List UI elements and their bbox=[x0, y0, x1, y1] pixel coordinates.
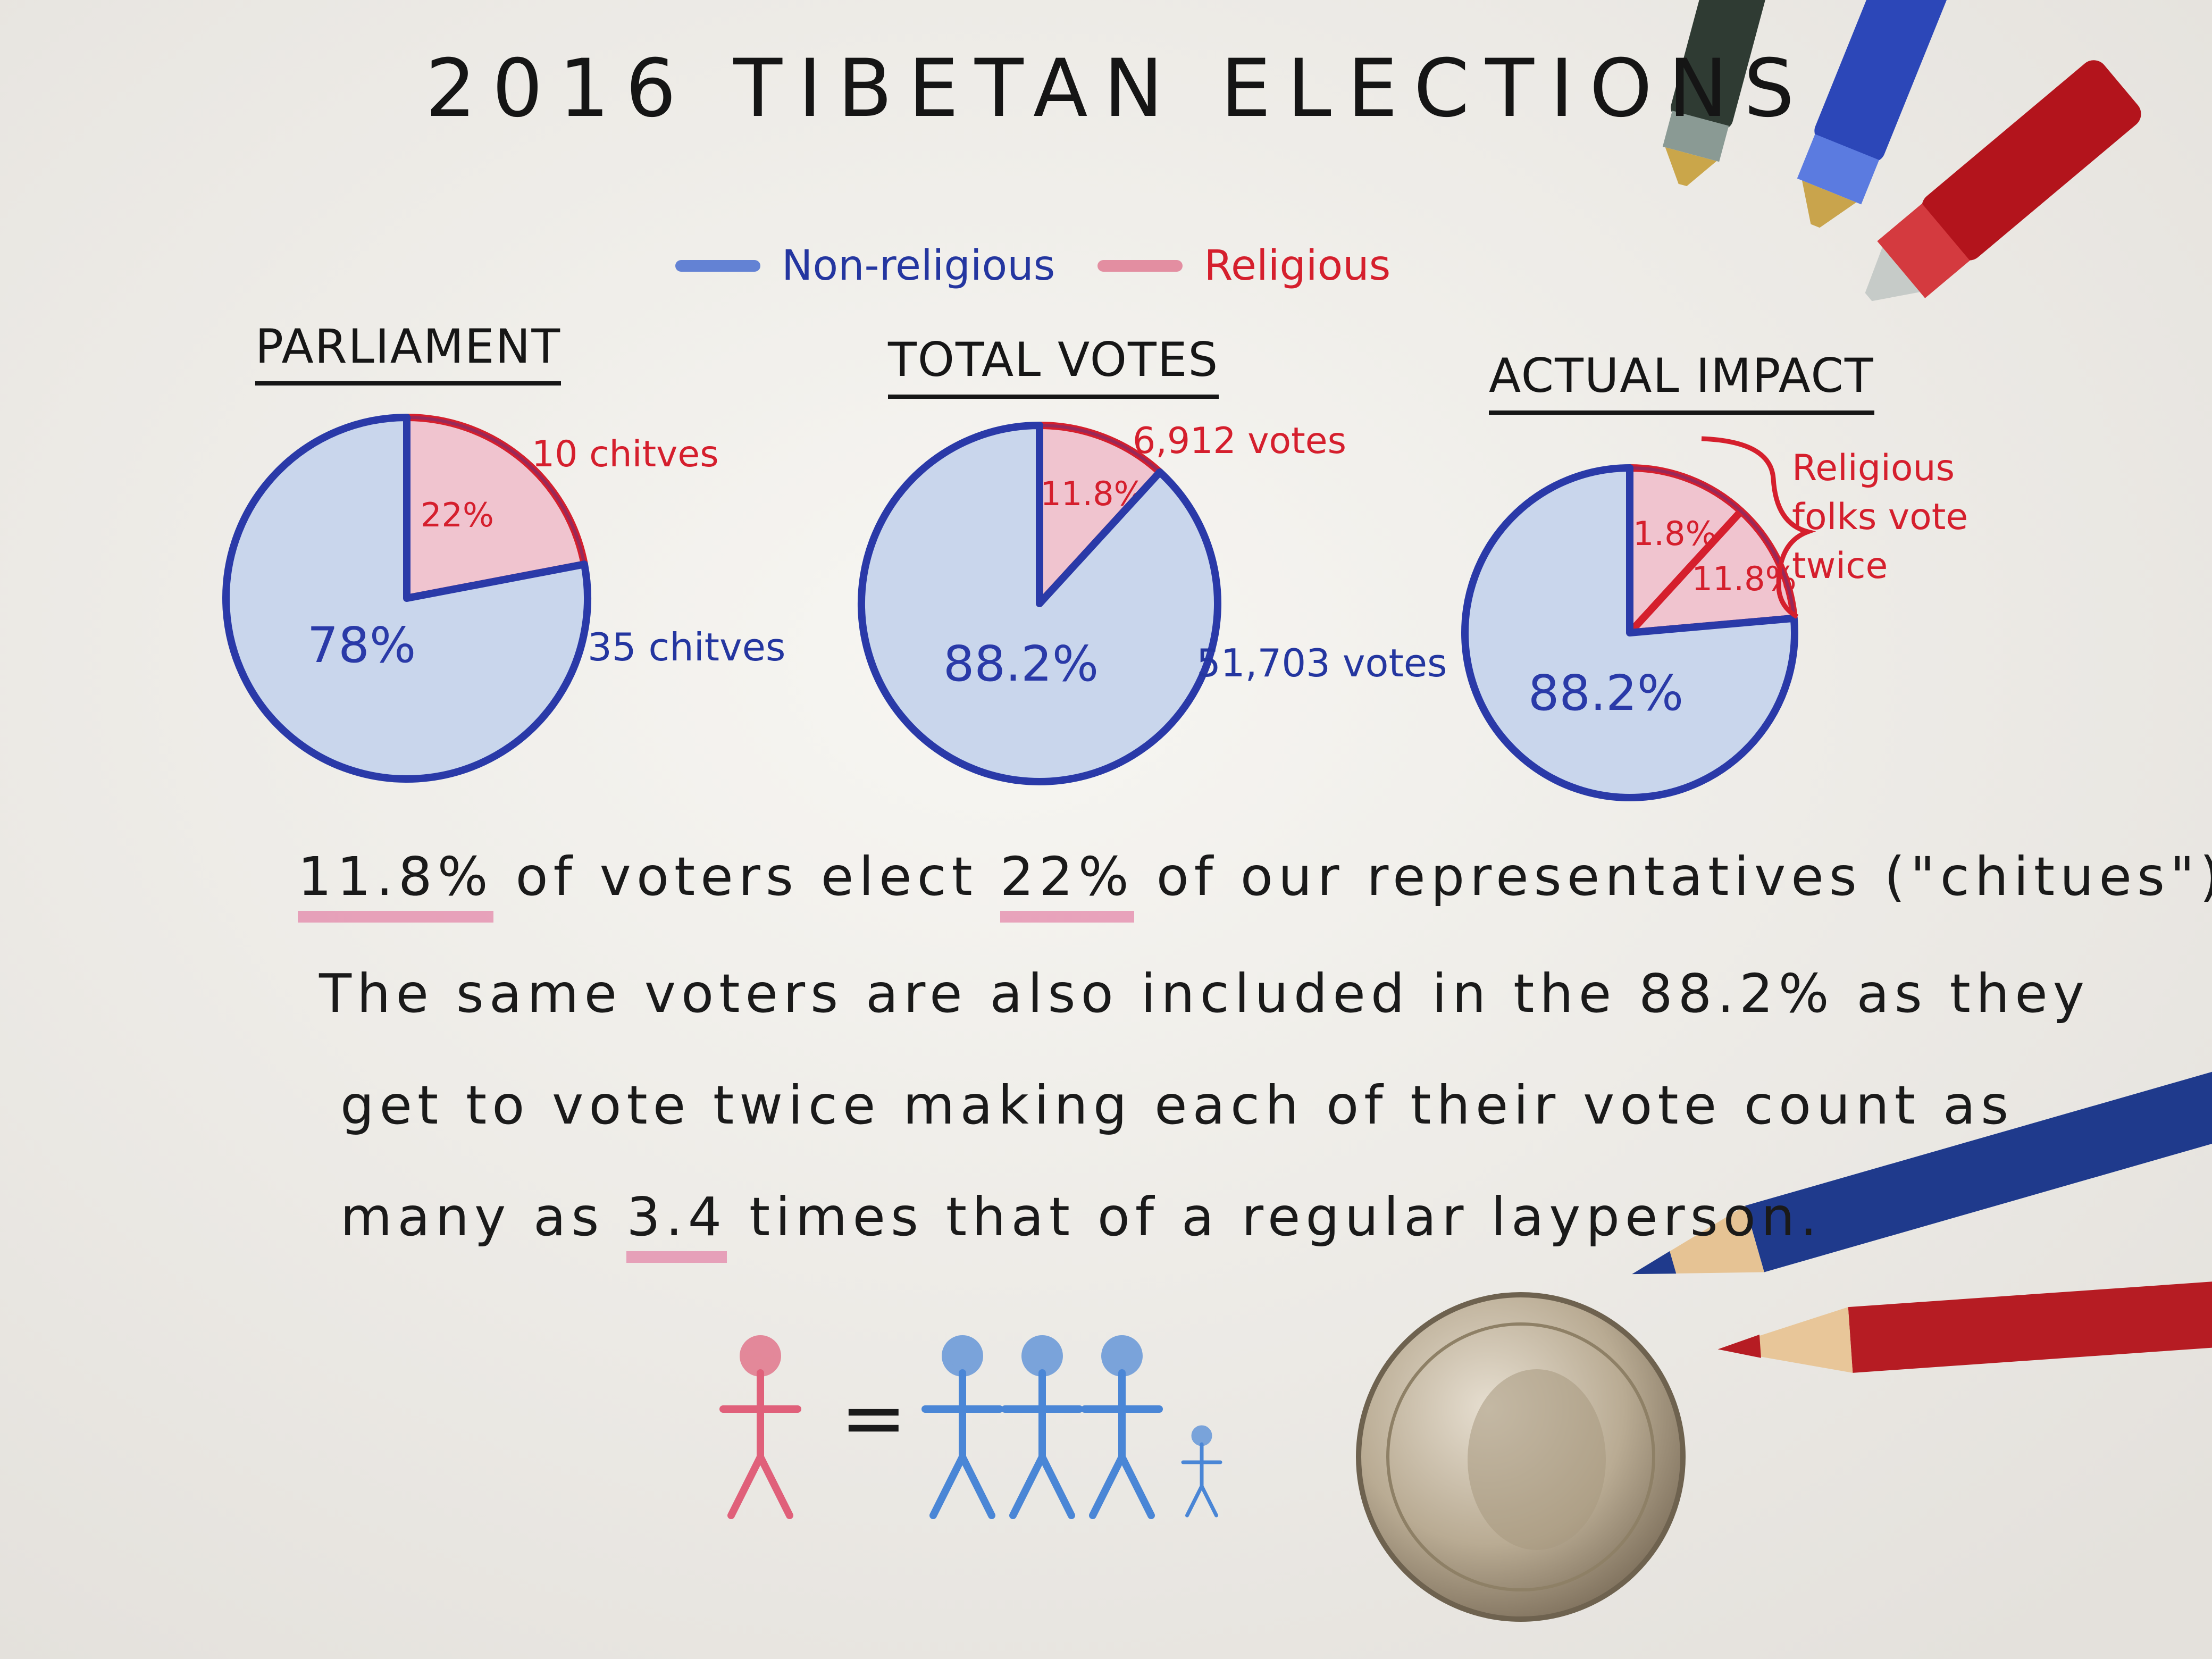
religious-slice bbox=[1626, 464, 1745, 636]
layperson-icon bbox=[921, 1335, 1003, 1519]
annotation-religious-votes: 6,912 votes bbox=[1133, 420, 1347, 462]
pencils bbox=[1632, 1044, 2212, 1373]
red-pencil-icon bbox=[1717, 1277, 2212, 1373]
pie-chart-actual-impact: 11.8%11.8%88.2% bbox=[1461, 464, 1798, 801]
body-text-1a: of voters elect bbox=[493, 845, 1000, 908]
body-text-1b: of our representatives ("chitues"). bbox=[1134, 845, 2212, 908]
slice-label: 78% bbox=[307, 617, 416, 674]
body-text-4b: times that of a regular layperson. bbox=[727, 1186, 1823, 1248]
body-line-1: 11.8% of voters elect 22% of our represe… bbox=[298, 845, 2212, 923]
slice-label: 88.2% bbox=[1528, 665, 1683, 722]
highlight-multiplier: 3.4 bbox=[626, 1186, 727, 1263]
pie-outline bbox=[1463, 466, 1796, 799]
layperson-icon bbox=[1081, 1335, 1163, 1519]
legend-label-non-religious: Non-religious bbox=[782, 242, 1055, 290]
stick-figures bbox=[719, 1335, 1222, 1519]
religious-slice bbox=[403, 414, 588, 602]
non-religious-slice bbox=[858, 422, 1221, 785]
pens bbox=[1662, 0, 2141, 301]
pie-chart-parliament: 22% 78% bbox=[222, 414, 591, 783]
non-religious-slice bbox=[1461, 464, 1798, 801]
body-line-3: get to vote twice making each of their v… bbox=[340, 1074, 2014, 1136]
page-title: 2016 TIBETAN ELECTIONS bbox=[425, 43, 1811, 135]
impact-bracket bbox=[1701, 436, 1816, 619]
equals-sign: = bbox=[840, 1372, 907, 1464]
body-line-4: many as 3.4 times that of a regular layp… bbox=[340, 1186, 1823, 1263]
red-pen-icon bbox=[1865, 60, 2141, 301]
blue-pencil-icon bbox=[1632, 1044, 2212, 1275]
non-religious-slice bbox=[222, 414, 591, 783]
highlight-religious-share: 11.8% bbox=[298, 845, 493, 923]
black-pen-icon bbox=[1662, 0, 1778, 187]
slice-label: 88.2% bbox=[943, 635, 1099, 692]
blue-pen-icon bbox=[1797, 0, 1951, 228]
pie-outline bbox=[224, 416, 589, 781]
religious-slice bbox=[1626, 507, 1798, 636]
chart-title-parliament: PARLIAMENT bbox=[255, 319, 562, 386]
body-text-4a: many as bbox=[340, 1186, 627, 1248]
pie-chart-total-votes: 11.8%88.2% bbox=[858, 422, 1221, 785]
annotation-religious-chitues: 10 chitves bbox=[532, 433, 719, 475]
legend-label-religious: Religious bbox=[1204, 242, 1391, 290]
annotation-non-religious-votes: 51,703 votes bbox=[1196, 641, 1447, 685]
slice-label: 22% bbox=[421, 496, 494, 534]
quarter-coin-icon bbox=[1356, 1292, 1686, 1622]
highlight-parliament-share: 22% bbox=[1000, 845, 1134, 923]
pie-outline bbox=[860, 424, 1219, 783]
chart-title-actual-impact: ACTUAL IMPACT bbox=[1489, 348, 1874, 415]
body-line-2: The same voters are also included in the… bbox=[319, 962, 2090, 1025]
legend-swatch-religious bbox=[1097, 260, 1183, 272]
partial-layperson-icon bbox=[1181, 1425, 1222, 1518]
annotation-non-religious-chitues: 35 chitves bbox=[588, 625, 786, 669]
religious-slice bbox=[1036, 422, 1164, 607]
chart-title-total-votes: TOTAL VOTES bbox=[888, 332, 1219, 399]
legend: Non-religious Religious bbox=[675, 242, 1390, 290]
legend-swatch-non-religious bbox=[675, 260, 760, 272]
layperson-icon bbox=[1001, 1335, 1083, 1519]
annotation-vote-twice: Religious folks vote twice bbox=[1792, 447, 1968, 587]
religious-person-icon bbox=[719, 1335, 801, 1519]
